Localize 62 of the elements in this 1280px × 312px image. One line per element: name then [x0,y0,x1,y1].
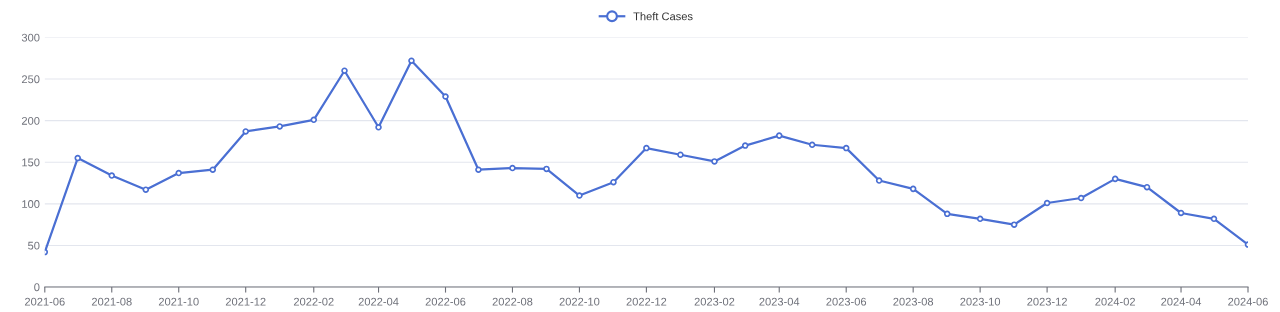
point [1077,194,1085,202]
point [610,178,617,186]
y-tick-label: 300 [21,33,40,42]
x-tick-label: 2021-12 [225,297,266,306]
point [242,128,249,135]
point [442,93,449,100]
point [1143,183,1151,191]
point [408,57,415,65]
point [1177,209,1185,217]
point [976,215,984,223]
point [543,165,550,173]
point [741,142,749,149]
y-tick-label: 0 [34,283,40,292]
x-tick-label: 2023-02 [694,297,735,306]
point [875,177,883,184]
point [509,164,516,172]
x-tick-label: 2022-04 [358,297,399,306]
x-tick-label: 2024-06 [1228,297,1268,306]
x-tick-label: 2023-10 [960,297,1001,306]
x-tick-label: 2023-06 [826,297,867,306]
legend-label: Theft Cases [633,12,693,21]
point [576,192,583,199]
point [375,124,382,131]
point [643,144,650,152]
point [276,123,283,130]
point [1210,215,1218,223]
point [677,151,684,159]
x-tick-label: 2023-12 [1027,297,1067,306]
point [808,141,816,149]
x-tick-label: 2022-06 [425,297,466,306]
point [1043,199,1051,207]
point [142,186,150,193]
x-tick-label: 2023-04 [759,297,800,306]
x-tick-label: 2022-08 [492,297,533,306]
point [775,132,783,139]
point [842,144,850,152]
x-tick-label: 2021-10 [158,297,199,306]
point [310,116,318,124]
x-tick-label: 2024-04 [1161,297,1202,306]
point [909,185,917,193]
point [209,166,217,173]
point [175,169,182,177]
y-tick-label: 150 [22,158,40,167]
point [1111,175,1119,183]
x-tick-label: 2023-08 [893,297,934,306]
x-tick-label: 2022-10 [559,297,600,306]
point [1010,221,1018,228]
point [943,210,951,218]
y-tick-label: 250 [21,75,40,84]
y-tick-label: 50 [28,241,40,250]
y-tick-label: 200 [21,116,40,125]
point [108,172,116,179]
x-tick-label: 2021-08 [91,297,132,306]
x-tick-label: 2021-06 [24,297,65,306]
x-tick-label: 2022-12 [626,297,667,306]
point [341,67,348,74]
y-tick-label: 100 [22,200,40,208]
point [475,166,482,173]
point [711,158,718,165]
point [74,154,81,162]
x-tick-label: 2024-02 [1095,297,1135,306]
x-tick-label: 2022-02 [293,297,334,306]
